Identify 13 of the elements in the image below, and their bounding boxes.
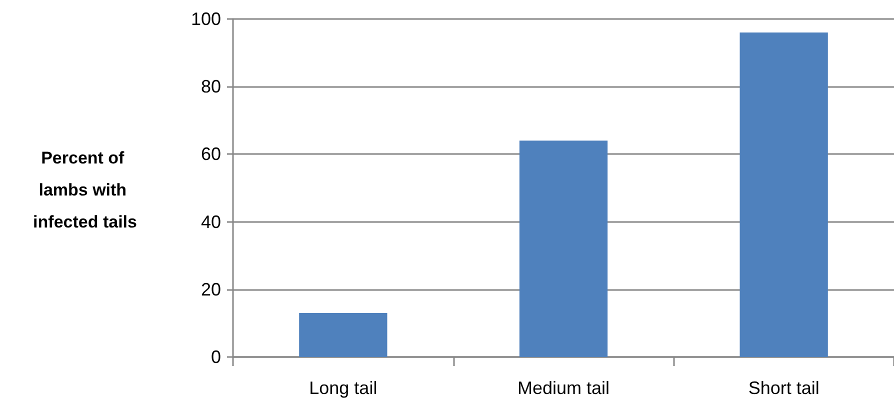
x-tick-label: Long tail — [309, 378, 378, 398]
y-tick-label: 40 — [200, 212, 221, 232]
bar — [740, 32, 828, 357]
x-tick-label: Short tail — [748, 378, 820, 398]
y-tick-label: 20 — [200, 279, 221, 300]
bar — [519, 140, 608, 357]
x-tick-label: Medium tail — [517, 378, 610, 398]
bar — [299, 313, 388, 357]
y-tick-label: 80 — [200, 76, 221, 97]
y-tick-label: 100 — [190, 9, 221, 29]
y-axis-title: Percent of lambs with infected tails — [33, 148, 137, 232]
y-tick-label: 60 — [200, 144, 221, 164]
y-tick-label: 0 — [210, 347, 221, 367]
